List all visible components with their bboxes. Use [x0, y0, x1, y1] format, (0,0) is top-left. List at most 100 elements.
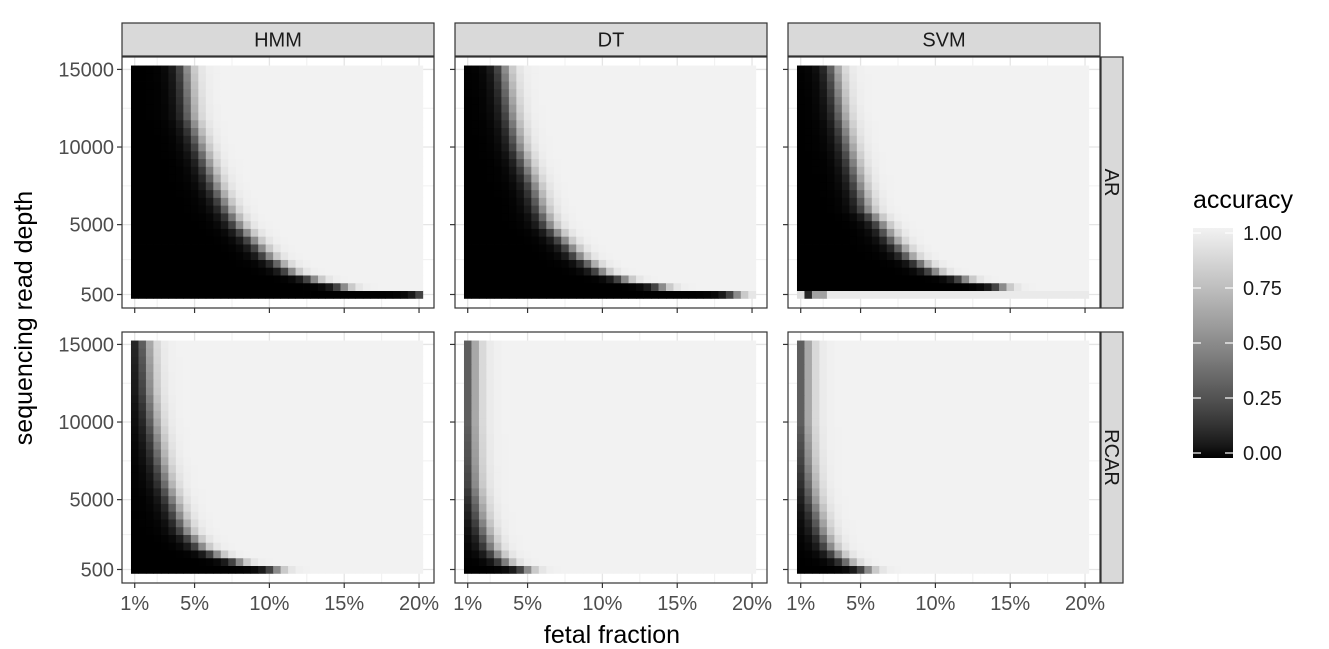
- heatmap-tile: [939, 127, 948, 136]
- heatmap-tile: [501, 174, 510, 183]
- heatmap-tile: [718, 205, 727, 214]
- heatmap-tile: [894, 143, 903, 152]
- heatmap-tile: [347, 394, 356, 404]
- heatmap-tile: [183, 379, 192, 388]
- heatmap-tile: [1058, 259, 1067, 268]
- heatmap-tile: [280, 197, 289, 206]
- heatmap-tile: [864, 282, 873, 292]
- heatmap-tile: [295, 112, 304, 121]
- heatmap-tile: [478, 73, 487, 82]
- heatmap-tile: [303, 189, 311, 198]
- heatmap-tile: [332, 290, 341, 299]
- heatmap-tile: [303, 356, 311, 365]
- heatmap-tile: [295, 220, 304, 229]
- heatmap-tile: [175, 88, 184, 97]
- heatmap-tile: [954, 282, 962, 292]
- heatmap-tile: [1043, 205, 1052, 214]
- heatmap-tile: [591, 526, 600, 535]
- heatmap-tile: [280, 259, 289, 268]
- heatmap-tile: [160, 88, 169, 97]
- heatmap-tile: [748, 534, 757, 543]
- heatmap-tile: [362, 464, 371, 473]
- heatmap-tile: [710, 244, 719, 253]
- heatmap-tile: [295, 557, 304, 567]
- heatmap-tile: [673, 104, 682, 113]
- heatmap-tile: [243, 511, 252, 520]
- heatmap-tile: [864, 197, 873, 206]
- heatmap-tile: [1073, 135, 1082, 144]
- heatmap-tile: [621, 267, 629, 276]
- heatmap-tile: [621, 220, 629, 229]
- heatmap-tile: [198, 542, 207, 551]
- heatmap-tile: [280, 363, 289, 372]
- heatmap-tile: [168, 425, 177, 435]
- heatmap-tile: [924, 127, 933, 136]
- heatmap-tile: [516, 542, 525, 551]
- heatmap-tile: [1043, 267, 1052, 276]
- heatmap-tile: [886, 267, 895, 276]
- heatmap-tile: [834, 220, 843, 229]
- heatmap-tile: [636, 259, 644, 268]
- heatmap-tile: [1081, 197, 1090, 206]
- heatmap-tile: [153, 112, 162, 121]
- heatmap-tile: [340, 205, 349, 214]
- heatmap-tile: [673, 213, 682, 222]
- heatmap-tile: [1036, 259, 1045, 268]
- heatmap-tile: [303, 371, 311, 380]
- heatmap-tile: [258, 433, 267, 442]
- heatmap-tile: [392, 119, 401, 129]
- heatmap-tile: [355, 96, 364, 105]
- heatmap-tile: [145, 104, 154, 113]
- heatmap-tile: [250, 220, 259, 229]
- heatmap-tile: [894, 158, 903, 167]
- heatmap-tile: [303, 112, 311, 121]
- heatmap-tile: [385, 282, 394, 292]
- heatmap-tile: [1066, 244, 1075, 253]
- heatmap-tile: [961, 282, 970, 292]
- heatmap-tile: [931, 236, 940, 245]
- heatmap-tile: [407, 267, 416, 276]
- heatmap-tile: [725, 542, 734, 551]
- heatmap-tile: [621, 73, 629, 82]
- heatmap-tile: [400, 205, 409, 214]
- heatmap-tile: [748, 135, 757, 144]
- heatmap-tile: [347, 158, 356, 167]
- heatmap-tile: [493, 526, 502, 535]
- heatmap-tile: [826, 228, 835, 237]
- heatmap-tile: [954, 197, 962, 206]
- heatmap-tile: [407, 158, 416, 167]
- heatmap-tile: [1006, 267, 1015, 276]
- heatmap-tile: [849, 65, 858, 74]
- heatmap-tile: [392, 340, 401, 349]
- heatmap-tile: [415, 565, 424, 574]
- heatmap-tile: [213, 236, 222, 245]
- heatmap-tile: [265, 542, 274, 551]
- heatmap-tile: [183, 472, 192, 481]
- heatmap-tile: [325, 534, 334, 543]
- heatmap-tile: [733, 251, 742, 260]
- heatmap-tile: [849, 174, 858, 183]
- heatmap-tile: [673, 150, 682, 160]
- heatmap-tile: [688, 158, 697, 167]
- heatmap-tile: [332, 189, 341, 198]
- heatmap-tile: [486, 174, 495, 183]
- heatmap-tile: [718, 282, 727, 292]
- heatmap-tile: [325, 371, 334, 380]
- heatmap-tile: [841, 174, 850, 183]
- heatmap-tile: [190, 290, 199, 299]
- heatmap-tile: [591, 565, 600, 574]
- heatmap-tile: [710, 158, 719, 167]
- heatmap-tile: [961, 174, 970, 183]
- heatmap-tile: [879, 104, 888, 113]
- heatmap-tile: [183, 356, 192, 365]
- heatmap-tile: [318, 290, 326, 299]
- heatmap-tile: [725, 96, 734, 105]
- heatmap-tile: [362, 456, 371, 466]
- heatmap-tile: [160, 402, 169, 411]
- heatmap-tile: [1006, 143, 1015, 152]
- heatmap-tile: [228, 119, 237, 129]
- heatmap-tile: [415, 542, 424, 551]
- heatmap-tile: [175, 433, 184, 442]
- heatmap-tile: [486, 565, 495, 574]
- heatmap-tile: [740, 104, 749, 113]
